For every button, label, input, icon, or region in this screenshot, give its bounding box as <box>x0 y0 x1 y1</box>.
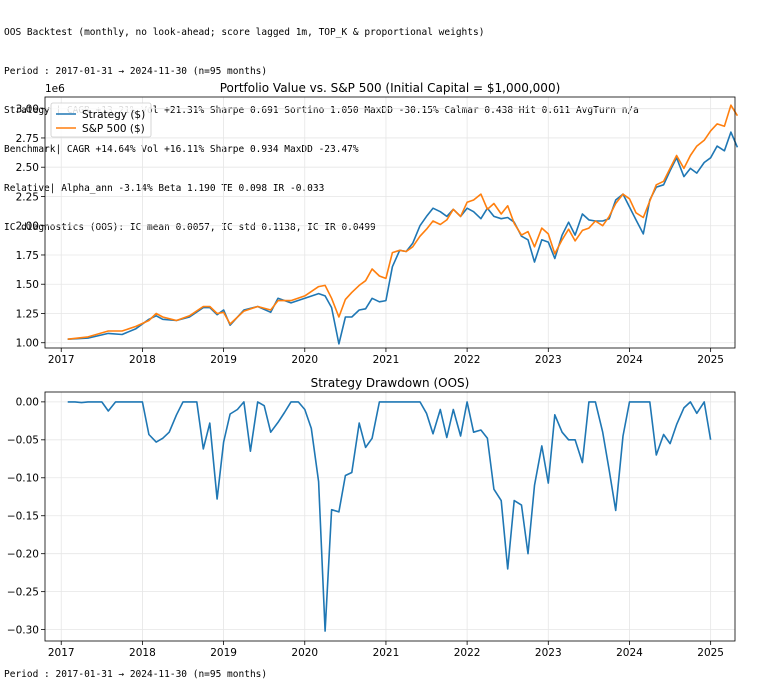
x-tick-label: 2019 <box>210 354 237 366</box>
y-tick-label: 3.00 <box>16 104 39 116</box>
legend: Strategy ($) S&P 500 ($) <box>50 102 152 138</box>
y-tick-label: 2.75 <box>16 133 39 145</box>
y-offset-label: 1e6 <box>45 83 65 95</box>
axes-frame <box>44 391 736 642</box>
y-tick-label: −0.15 <box>7 511 39 523</box>
x-tick-label: 2018 <box>129 354 156 366</box>
y-tick-label: −0.25 <box>7 586 39 598</box>
x-tick-label: 2024 <box>616 647 643 659</box>
summary-line-benchmark: Benchmark| CAGR +14.64% Vol +16.11% Shar… <box>4 144 359 155</box>
legend-label-1: S&P 500 ($) <box>82 123 145 135</box>
y-tick-label: −0.05 <box>7 435 39 447</box>
y-tick-label: 2.50 <box>16 162 39 174</box>
y-tick-label: 2.25 <box>16 191 39 203</box>
grid <box>45 97 735 348</box>
summary-line-ic: IC diagnostics (OOS): IC mean 0.0057, IC… <box>4 222 376 233</box>
x-tick-label: 2024 <box>616 354 643 366</box>
x-tick-label: 2022 <box>454 354 481 366</box>
x-tick-label: 2017 <box>48 354 75 366</box>
x-tick-label: 2020 <box>291 647 318 659</box>
chart-title: Strategy Drawdown (OOS) <box>311 376 470 390</box>
x-tick-label: 2025 <box>697 354 724 366</box>
x-tick-label: 2020 <box>291 354 318 366</box>
chart-title: Portfolio Value vs. S&P 500 (Initial Cap… <box>220 81 561 95</box>
summary-line-relative: Relative| Alpha_ann -3.14% Beta 1.190 TE… <box>4 183 325 194</box>
x-axis: 2017 2018 2019 2020 2021 2022 2023 2024 2025 <box>48 641 724 659</box>
series-line-0 <box>67 131 739 345</box>
x-tick-label: 2018 <box>129 647 156 659</box>
y-axis: 1.00 1.25 1.50 1.75 2.00 2.25 2.50 2.75 3.00 <box>16 104 45 350</box>
series-line-1 <box>67 104 739 340</box>
x-axis: 2017 2018 2019 2020 2021 2022 2023 2024 2025 <box>48 348 724 366</box>
summary-line-title: OOS Backtest (monthly, no look-ahead; sc… <box>4 27 485 38</box>
y-tick-label: 1.75 <box>16 250 39 262</box>
y-tick-label: 2.00 <box>16 221 39 233</box>
x-tick-label: 2019 <box>210 647 237 659</box>
x-tick-label: 2025 <box>697 647 724 659</box>
legend-label-0: Strategy ($) <box>82 109 145 121</box>
series-line-0 <box>67 401 712 632</box>
backtest-summary: OOS Backtest (monthly, no look-ahead; sc… <box>4 0 639 247</box>
y-axis: 0.00 −0.05 −0.10 −0.15 −0.20 −0.25 −0.30 <box>7 397 45 636</box>
y-tick-label: 1.50 <box>16 279 39 291</box>
y-tick-label: 1.25 <box>16 308 39 320</box>
footer-period: Period : 2017-01-31 → 2024-11-30 (n=95 m… <box>4 669 268 680</box>
x-tick-label: 2023 <box>535 354 562 366</box>
grid <box>45 392 735 641</box>
axes-frame <box>44 96 736 349</box>
y-tick-label: 1.00 <box>16 338 39 350</box>
x-tick-label: 2021 <box>373 647 400 659</box>
y-tick-label: −0.10 <box>7 473 39 485</box>
portfolio-value-chart: 2017 2018 2019 2020 2021 2022 2023 2024 2025 1.00… <box>16 81 739 366</box>
summary-line-strategy: Strategy | CAGR +13.21% Vol +21.31% Shar… <box>4 105 639 116</box>
y-tick-label: −0.20 <box>7 548 39 560</box>
drawdown-chart: 2017 2018 2019 2020 2021 2022 2023 2024 2025 0.00… <box>7 376 736 659</box>
x-tick-label: 2022 <box>454 647 481 659</box>
x-tick-label: 2021 <box>373 354 400 366</box>
x-tick-label: 2023 <box>535 647 562 659</box>
summary-line-period: Period : 2017-01-31 → 2024-11-30 (n=95 m… <box>4 66 268 77</box>
x-tick-label: 2017 <box>48 647 75 659</box>
y-tick-label: 0.00 <box>16 397 39 409</box>
y-tick-label: −0.30 <box>7 624 39 636</box>
